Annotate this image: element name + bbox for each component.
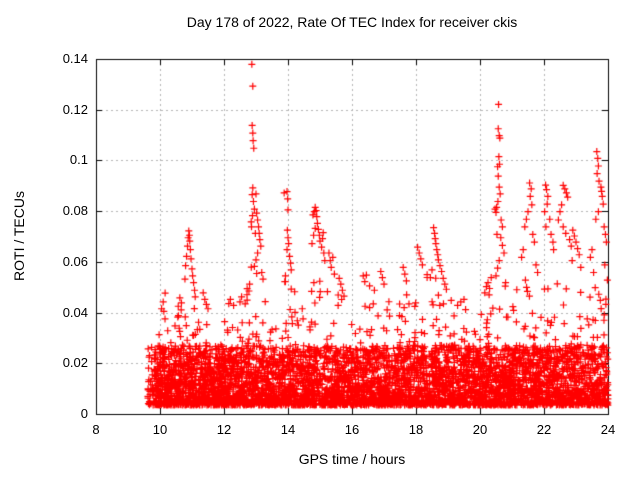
y-tick-label: 0.1 [69,152,88,167]
y-tick-label: 0.02 [62,355,88,370]
x-tick-label: 16 [344,422,360,437]
x-axis-title: GPS time / hours [298,451,406,467]
y-tick-label: 0.04 [62,305,88,320]
y-axis-title: ROTI / TECUs [11,191,27,281]
y-tick-label: 0 [80,406,88,421]
y-tick-label: 0.08 [62,203,88,218]
x-tick-label: 12 [216,422,232,437]
y-tick-label: 0.12 [62,102,88,117]
x-tick-label: 10 [152,422,168,437]
x-tick-label: 24 [600,422,616,437]
x-tick-label: 18 [408,422,424,437]
x-tick-label: 14 [280,422,296,437]
x-tick-label: 20 [472,422,488,437]
chart-title: Day 178 of 2022, Rate Of TEC Index for r… [186,14,518,30]
x-tick-label: 22 [536,422,552,437]
x-tick-label: 8 [92,422,100,437]
y-tick-label: 0.06 [62,254,88,269]
y-tick-label: 0.14 [62,51,88,66]
